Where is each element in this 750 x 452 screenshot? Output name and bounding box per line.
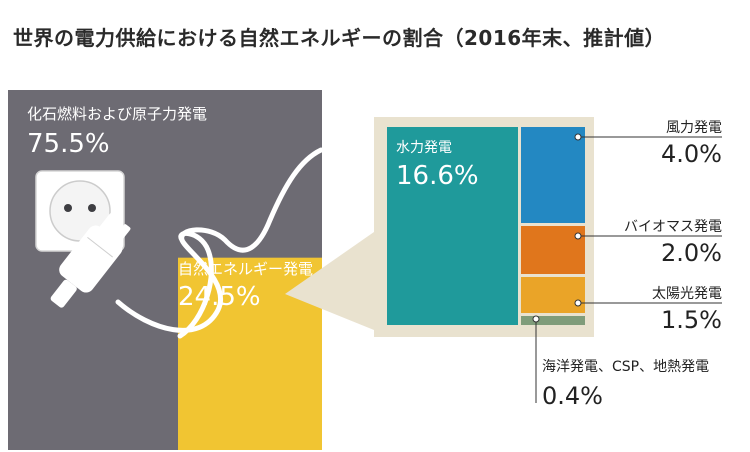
solar-label: 太陽光発電 (652, 286, 722, 302)
fossil-value: 75.5% (27, 129, 110, 159)
other-renewables-value: 0.4% (542, 382, 603, 410)
marker-other (532, 315, 540, 323)
hydro-label: 水力発電 (396, 140, 452, 156)
biomass-cell (521, 226, 585, 274)
wind-label: 風力発電 (666, 120, 722, 136)
other-renewables-label: 海洋発電、CSP、地熱発電 (542, 359, 709, 375)
renewable-value: 24.5% (178, 282, 261, 312)
marker-wind (574, 133, 582, 141)
renewable-label: 自然エネルギー発電 (178, 260, 313, 278)
power-plug-icon (50, 213, 131, 308)
biomass-value: 2.0% (661, 239, 722, 267)
fossil-label: 化石燃料および原子力発電 (27, 105, 207, 123)
leader-lines (535, 136, 722, 403)
hydro-cell (387, 127, 518, 325)
wind-cell (521, 127, 585, 223)
hydro-value: 16.6% (396, 161, 479, 191)
power-cable-inner (177, 231, 214, 339)
solar-value: 1.5% (661, 306, 722, 334)
leader-markers (532, 133, 582, 323)
marker-biomass (574, 232, 582, 240)
callout-wedge (285, 232, 374, 330)
wind-value: 4.0% (661, 140, 722, 168)
biomass-label: バイオマス発電 (624, 219, 722, 235)
other-renewables-cell (521, 316, 585, 325)
chart-title: 世界の電力供給における自然エネルギーの割合（2016年末、推計値） (13, 26, 666, 50)
solar-cell (521, 277, 585, 313)
marker-solar (574, 299, 582, 307)
